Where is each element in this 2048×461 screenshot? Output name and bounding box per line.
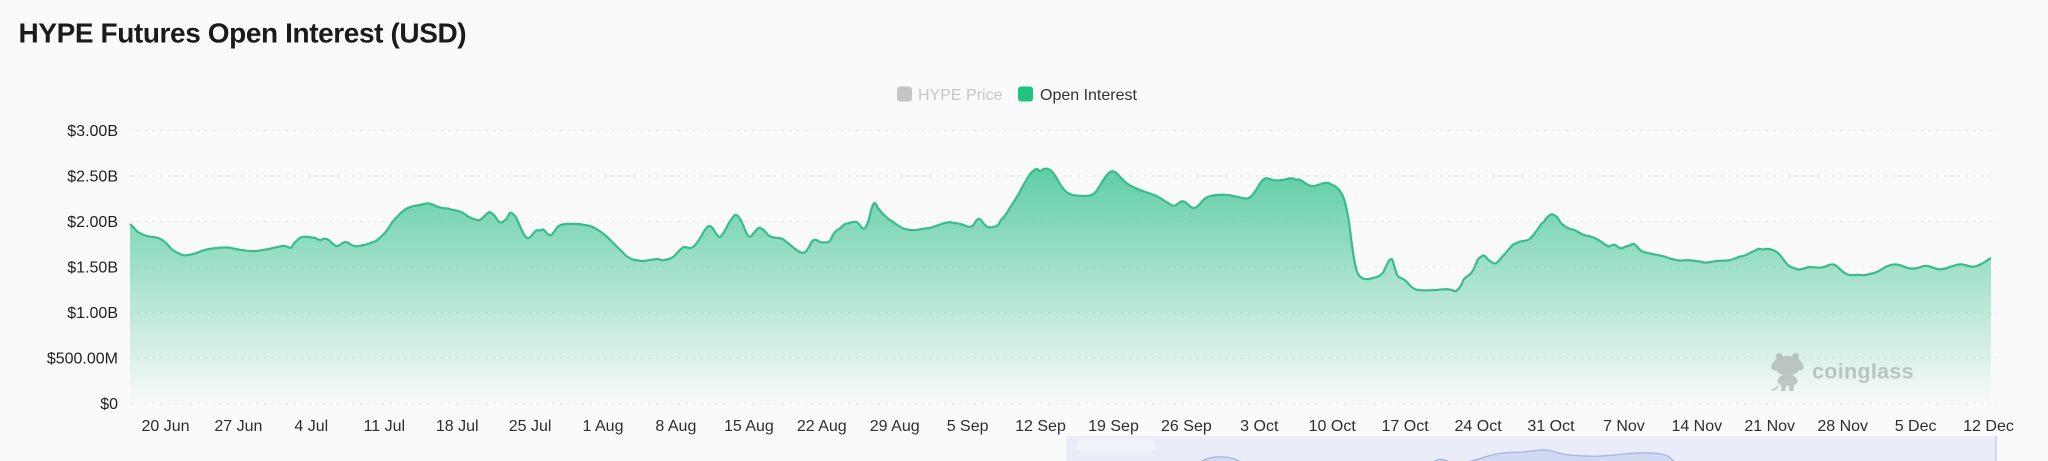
- svg-text:20 Jun: 20 Jun: [141, 418, 189, 435]
- svg-text:31 Oct: 31 Oct: [1527, 418, 1575, 435]
- svg-text:27 Jun: 27 Jun: [214, 418, 262, 435]
- svg-text:28 Nov: 28 Nov: [1817, 418, 1868, 435]
- svg-text:25 Jul: 25 Jul: [509, 418, 552, 435]
- svg-text:24 Oct: 24 Oct: [1455, 418, 1503, 435]
- svg-text:12 Dec: 12 Dec: [1963, 418, 2014, 435]
- svg-text:HYPE Price: HYPE Price: [918, 87, 1003, 104]
- svg-text:8 Aug: 8 Aug: [655, 418, 696, 435]
- svg-text:Open Interest: Open Interest: [1040, 87, 1138, 104]
- svg-text:21 Nov: 21 Nov: [1744, 418, 1795, 435]
- svg-text:5 Dec: 5 Dec: [1895, 418, 1937, 435]
- svg-text:$1.50B: $1.50B: [67, 260, 118, 277]
- svg-text:$1.00B: $1.00B: [67, 305, 118, 322]
- svg-text:12 Sep: 12 Sep: [1015, 418, 1066, 435]
- svg-text:14 Nov: 14 Nov: [1671, 418, 1722, 435]
- svg-text:4 Jul: 4 Jul: [294, 418, 328, 435]
- svg-text:15 Aug: 15 Aug: [724, 418, 774, 435]
- svg-text:22 Aug: 22 Aug: [797, 418, 847, 435]
- svg-text:$2.50B: $2.50B: [67, 169, 118, 186]
- svg-text:$0: $0: [100, 396, 118, 413]
- svg-text:3 Oct: 3 Oct: [1240, 418, 1279, 435]
- svg-text:11 Jul: 11 Jul: [364, 418, 406, 435]
- svg-text:29 Aug: 29 Aug: [870, 418, 920, 435]
- svg-text:$2.00B: $2.00B: [67, 214, 118, 231]
- svg-text:19 Sep: 19 Sep: [1088, 418, 1139, 435]
- svg-text:17 Oct: 17 Oct: [1382, 418, 1430, 435]
- svg-text:HYPE Futures Open Interest (US: HYPE Futures Open Interest (USD): [19, 18, 467, 49]
- svg-text:7 Nov: 7 Nov: [1603, 418, 1645, 435]
- svg-text:5 Sep: 5 Sep: [947, 418, 989, 435]
- svg-text:coinglass: coinglass: [1812, 360, 1914, 384]
- svg-text:18 Jul: 18 Jul: [436, 418, 479, 435]
- svg-text:10 Oct: 10 Oct: [1309, 418, 1357, 435]
- svg-text:26 Sep: 26 Sep: [1161, 418, 1212, 435]
- svg-text:1 Aug: 1 Aug: [583, 418, 624, 435]
- svg-text:$500.00M: $500.00M: [47, 351, 118, 368]
- svg-text:$3.00B: $3.00B: [67, 123, 118, 140]
